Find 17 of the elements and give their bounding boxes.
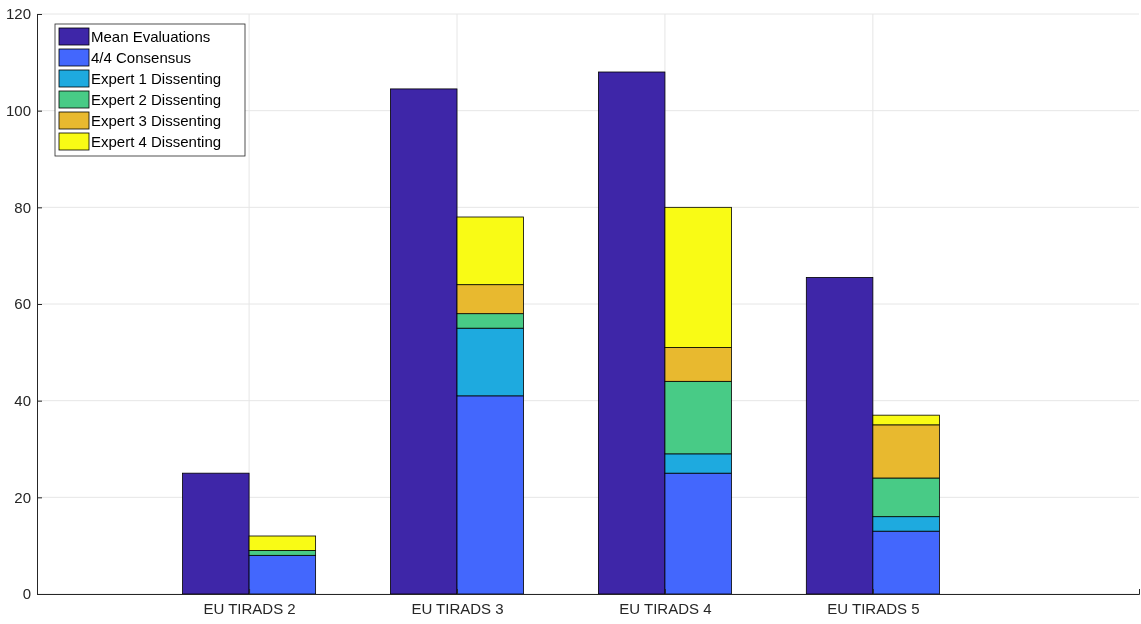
x-tick-label: EU TIRADS 2	[203, 599, 296, 617]
y-tick-label: 100	[5, 101, 31, 119]
x-tick-label: EU TIRADS 4	[619, 599, 712, 617]
y-tick-label: 20	[14, 488, 31, 506]
legend-label: Expert 2 Dissenting	[91, 91, 222, 108]
legend-label: Expert 4 Dissenting	[91, 133, 222, 150]
y-tick-label: 0	[22, 585, 31, 603]
y-tick-label: 80	[14, 198, 31, 216]
x-tick-label: EU TIRADS 3	[411, 599, 504, 617]
legend-label: Expert 3 Dissenting	[91, 112, 222, 129]
y-tick-label: 120	[5, 5, 31, 23]
legend-label: Expert 1 Dissenting	[91, 70, 222, 87]
y-tick-label: 40	[14, 391, 31, 409]
legend-label: Mean Evaluations	[91, 28, 211, 45]
legend-label: 4/4 Consensus	[91, 49, 192, 66]
y-tick-label: 60	[14, 295, 31, 313]
x-tick-label: EU TIRADS 5	[827, 599, 920, 617]
